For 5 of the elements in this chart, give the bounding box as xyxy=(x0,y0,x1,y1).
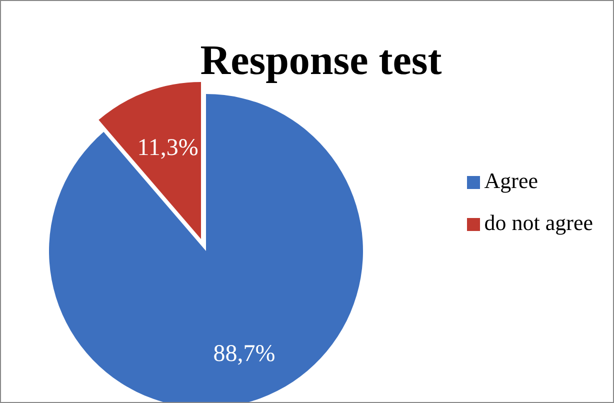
data-label: 88,7% xyxy=(213,341,276,368)
legend-label: do not agree xyxy=(484,210,593,234)
legend-label: Agree xyxy=(484,168,538,192)
data-label: 11,3% xyxy=(137,134,198,161)
chart-title: Response test xyxy=(200,38,442,84)
